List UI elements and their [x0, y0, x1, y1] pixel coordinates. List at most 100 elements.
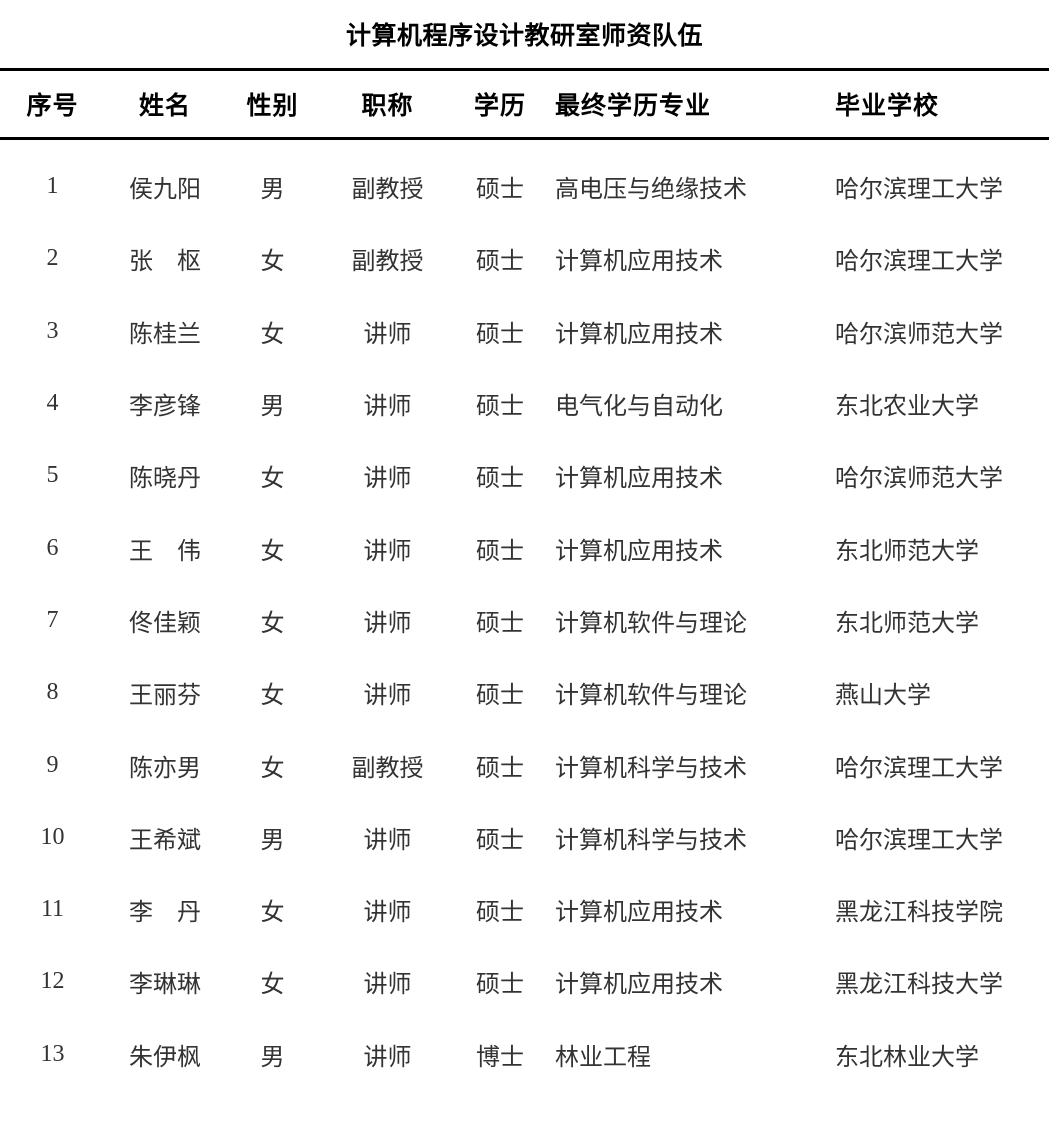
cell-major: 计算机应用技术 — [555, 972, 723, 999]
cell-gender: 女 — [260, 972, 285, 999]
cell-title: 讲师 — [363, 538, 412, 565]
cell-major: 计算机应用技术 — [555, 249, 723, 276]
table-row: 5 陈晓丹 女 讲师 硕士 计算机应用技术 哈尔滨师范大学 — [0, 440, 1049, 512]
cell-school: 哈尔滨理工大学 — [835, 827, 1003, 854]
cell-major: 林业工程 — [555, 1044, 651, 1071]
cell-name: 陈亦男 — [129, 755, 201, 782]
cell-name: 李 丹 — [129, 900, 201, 927]
cell-degree: 硕士 — [476, 394, 524, 421]
table-row: 4 李彦锋 男 讲师 硕士 电气化与自动化 东北农业大学 — [0, 367, 1049, 439]
table-row: 8 王丽芬 女 讲师 硕士 计算机软件与理论 燕山大学 — [0, 657, 1049, 729]
cell-major: 计算机应用技术 — [555, 466, 723, 493]
table-row: 10 王希斌 男 讲师 硕士 计算机科学与技术 哈尔滨理工大学 — [0, 801, 1049, 873]
col-header-no: 序号 — [0, 69, 105, 140]
cell-name: 李彦锋 — [129, 394, 201, 421]
cell-major: 计算机应用技术 — [555, 321, 723, 348]
cell-major: 计算机科学与技术 — [555, 755, 747, 782]
cell-major: 计算机软件与理论 — [555, 683, 747, 710]
table-row: 12 李琳琳 女 讲师 硕士 计算机应用技术 黑龙江科技大学 — [0, 946, 1049, 1018]
spacer-cell — [0, 139, 1049, 151]
cell-name: 李琳琳 — [129, 972, 201, 999]
page-title: 计算机程序设计教研室师资队伍 — [345, 23, 703, 50]
table-row: 3 陈桂兰 女 讲师 硕士 计算机应用技术 哈尔滨师范大学 — [0, 295, 1049, 367]
cell-gender: 男 — [260, 177, 285, 204]
cell-gender: 女 — [260, 683, 285, 710]
cell-degree: 硕士 — [476, 538, 524, 565]
cell-title: 讲师 — [363, 321, 412, 348]
cell-degree: 硕士 — [476, 900, 524, 927]
cell-gender: 男 — [260, 1044, 285, 1071]
cell-name: 陈晓丹 — [129, 466, 201, 493]
cell-major: 计算机科学与技术 — [555, 827, 747, 854]
table-row: 1 侯九阳 男 副教授 硕士 高电压与绝缘技术 哈尔滨理工大学 — [0, 151, 1049, 223]
col-header-name: 姓名 — [105, 69, 225, 140]
cell-no: 5 — [46, 462, 59, 489]
spacer-row — [0, 139, 1049, 151]
cell-title: 讲师 — [363, 972, 412, 999]
col-header-gender: 性别 — [225, 69, 320, 140]
cell-title: 副教授 — [351, 177, 424, 204]
cell-school: 东北师范大学 — [835, 610, 979, 637]
cell-school: 哈尔滨师范大学 — [835, 466, 1003, 493]
table-row: 7 佟佳颖 女 讲师 硕士 计算机软件与理论 东北师范大学 — [0, 584, 1049, 656]
cell-name: 王希斌 — [129, 827, 201, 854]
cell-degree: 硕士 — [476, 683, 524, 710]
cell-title: 副教授 — [351, 755, 424, 782]
cell-no: 12 — [40, 968, 65, 995]
header-row: 序号 姓名 性别 职称 学历 最终学历专业 毕业学校 — [0, 69, 1049, 140]
cell-gender: 女 — [260, 249, 285, 276]
cell-gender: 女 — [260, 466, 285, 493]
cell-degree: 硕士 — [476, 466, 524, 493]
cell-degree: 硕士 — [476, 177, 524, 204]
cell-major: 电气化与自动化 — [555, 394, 723, 421]
cell-degree: 硕士 — [476, 610, 524, 637]
table-header: 序号 姓名 性别 职称 学历 最终学历专业 毕业学校 — [0, 69, 1049, 140]
cell-title: 讲师 — [363, 394, 412, 421]
cell-no: 9 — [46, 751, 59, 778]
cell-name: 王丽芬 — [129, 683, 201, 710]
cell-title: 讲师 — [363, 610, 412, 637]
cell-degree: 博士 — [476, 1044, 524, 1071]
cell-name: 张 枢 — [129, 249, 201, 276]
cell-gender: 女 — [260, 755, 285, 782]
cell-degree: 硕士 — [476, 755, 524, 782]
cell-degree: 硕士 — [476, 827, 524, 854]
cell-school: 哈尔滨师范大学 — [835, 321, 1003, 348]
cell-degree: 硕士 — [476, 249, 524, 276]
cell-title: 讲师 — [363, 900, 412, 927]
cell-major: 计算机应用技术 — [555, 538, 723, 565]
cell-no: 4 — [46, 390, 59, 417]
table-row: 13 朱伊枫 男 讲师 博士 林业工程 东北林业大学 — [0, 1018, 1049, 1090]
cell-school: 哈尔滨理工大学 — [835, 249, 1003, 276]
cell-no: 8 — [46, 679, 59, 706]
cell-school: 燕山大学 — [835, 683, 931, 710]
col-header-title: 职称 — [320, 69, 455, 140]
cell-no: 13 — [40, 1040, 65, 1067]
table-body: 1 侯九阳男副教授 硕士 高电压与绝缘技术 哈尔滨理工大学 2 张 枢女副教授 硕士 计算机应用… — [0, 139, 1049, 1091]
cell-gender: 男 — [260, 827, 285, 854]
col-header-major: 最终学历专业 — [545, 69, 825, 140]
cell-degree: 硕士 — [476, 321, 524, 348]
cell-major: 计算机软件与理论 — [555, 610, 747, 637]
faculty-table: 序号 姓名 性别 职称 学历 最终学历专业 毕业学校 1 侯九阳男副教授 硕士 高电压… — [0, 68, 1049, 1090]
cell-school: 哈尔滨理工大学 — [835, 177, 1003, 204]
cell-gender: 女 — [260, 900, 285, 927]
cell-name: 朱伊枫 — [129, 1044, 201, 1071]
cell-major: 高电压与绝缘技术 — [555, 177, 747, 204]
cell-no: 3 — [46, 317, 59, 344]
col-header-school: 毕业学校 — [825, 69, 1049, 140]
cell-no: 1 — [46, 173, 59, 200]
cell-title: 副教授 — [351, 249, 424, 276]
table-row: 9 陈亦男 女 副教授 硕士 计算机科学与技术 哈尔滨理工大学 — [0, 729, 1049, 801]
cell-gender: 女 — [260, 321, 285, 348]
cell-title: 讲师 — [363, 466, 412, 493]
table-row: 2 张 枢 女 副教授 硕士 计算机应用技术 哈尔滨理工大学 — [0, 223, 1049, 295]
cell-school: 黑龙江科技大学 — [835, 972, 1003, 999]
table-row: 6 王 伟 女 讲师 硕士 计算机应用技术 东北师范大学 — [0, 512, 1049, 584]
cell-name: 侯九阳 — [129, 177, 201, 204]
col-header-degree: 学历 — [455, 69, 545, 140]
cell-school: 东北师范大学 — [835, 538, 979, 565]
cell-title: 讲师 — [363, 827, 412, 854]
cell-no: 11 — [40, 896, 65, 923]
